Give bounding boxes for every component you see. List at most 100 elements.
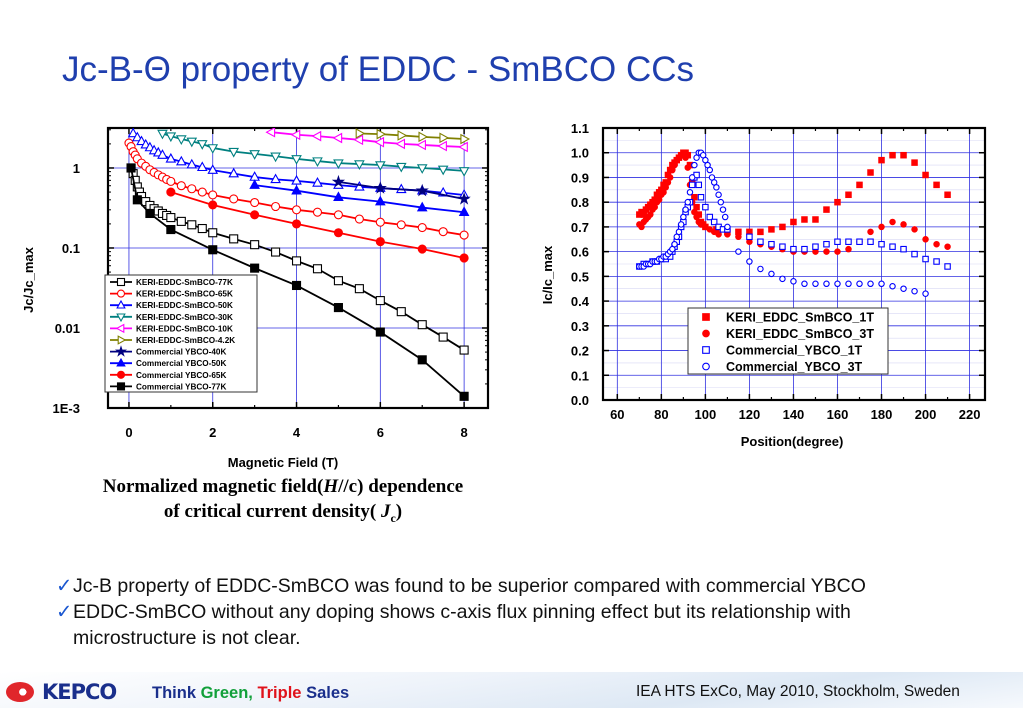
triangle-down-marker: [165, 132, 177, 143]
triangle-up-marker: [116, 299, 126, 309]
y-tick-label: 0.9: [571, 170, 589, 185]
triangle-up-marker: [207, 164, 219, 174]
figure-caption-line2: of critical current density( Jc): [60, 501, 506, 526]
square-marker: [116, 277, 126, 287]
caption-j: J: [380, 501, 391, 522]
legend-label: Commercial YBCO-65K: [136, 371, 226, 380]
circle-marker: [677, 221, 685, 228]
circle-marker: [911, 226, 918, 233]
square-marker: [856, 181, 863, 189]
square-marker: [396, 307, 406, 317]
circle-marker: [801, 280, 808, 288]
x-tick-label: 60: [610, 407, 624, 422]
checkmark-icon: ✓: [56, 601, 73, 623]
triangle-up-marker: [270, 173, 281, 184]
y-tick-label: 1: [73, 161, 80, 176]
square-marker: [801, 245, 808, 253]
triangle-up-marker: [165, 152, 177, 163]
triangle-down-marker: [312, 157, 323, 168]
circle-marker: [889, 283, 896, 290]
square-marker: [922, 255, 929, 263]
square-marker: [354, 284, 364, 294]
triangle-up-marker: [458, 206, 470, 216]
kepco-logo-text: KEPCO: [42, 680, 117, 704]
circle-marker: [116, 370, 126, 379]
square-marker: [944, 191, 951, 199]
square-marker: [697, 193, 705, 201]
circle-marker: [702, 362, 710, 371]
triangle-up-marker: [291, 184, 302, 195]
triangle-up-marker: [131, 131, 143, 142]
circle-marker: [333, 210, 343, 220]
square-marker: [116, 382, 126, 391]
square-marker: [757, 238, 764, 245]
circle-marker: [823, 280, 830, 288]
x-tick-label: 8: [461, 425, 468, 440]
series-keri-eddc-smbco-4-2k: [355, 128, 471, 145]
square-marker: [375, 296, 385, 306]
circle-marker: [724, 223, 731, 231]
star-marker: [114, 345, 128, 357]
ic-angle-chart: 60 80 100 120 140 160 180 200 220 0.0 0.1 0.2 0.3 0.4…: [540, 121, 987, 449]
circle-marker: [867, 280, 874, 288]
square-marker: [922, 171, 929, 179]
triangle-right-marker: [117, 335, 127, 345]
square-marker: [438, 332, 448, 342]
circle-marker: [666, 174, 674, 181]
x-tick-label: 180: [871, 407, 893, 422]
circle-marker: [889, 218, 896, 226]
circle-marker: [417, 244, 427, 254]
bullet-item: ✓ EDDC-SmBCO without any doping shows c-a…: [56, 599, 956, 651]
circle-marker: [684, 164, 692, 171]
square-marker: [867, 169, 874, 176]
y-tick-label: 0.5: [571, 269, 589, 284]
circle-marker: [417, 223, 427, 233]
star-marker: [415, 183, 429, 197]
circle-marker: [271, 201, 281, 212]
legend-item: KERI-EDDC-SmBCO-50K: [110, 299, 233, 310]
y-tick-label: 1.1: [571, 121, 589, 136]
square-marker: [812, 243, 819, 250]
x-tick-label: 2: [209, 425, 216, 440]
slogan-triple: Triple: [252, 684, 302, 702]
triangle-down-marker: [228, 147, 240, 158]
square-marker: [911, 250, 918, 258]
y-tick-label: 1E-3: [53, 401, 80, 416]
circle-marker: [834, 280, 841, 288]
triangle-right-marker: [397, 130, 408, 141]
square-marker: [459, 345, 469, 355]
legend-label: KERI_EDDC_SmBCO_3T: [726, 327, 874, 341]
legend-label: Commercial YBCO-40K: [136, 348, 226, 357]
square-marker: [746, 233, 753, 241]
legend-item: Commercial YBCO-40K: [110, 345, 226, 357]
triangle-up-marker: [228, 167, 240, 178]
circle-marker: [834, 248, 841, 255]
x-axis-label: Magnetic Field (T): [228, 455, 339, 470]
circle-marker: [706, 166, 714, 174]
triangle-left-marker: [265, 128, 276, 138]
square-marker: [790, 245, 797, 253]
series-commercial-ybco-3t: [636, 149, 929, 297]
triangle-left-marker: [353, 134, 364, 146]
circle-marker: [735, 248, 742, 255]
triangle-left-marker: [458, 141, 468, 153]
series-keri-eddc-smbco-77k: [126, 163, 469, 355]
square-marker: [757, 228, 764, 236]
slogan-think: Think: [152, 684, 201, 702]
legend-label: Commercial_YBCO_1T: [726, 344, 863, 358]
square-marker: [768, 240, 775, 248]
square-marker: [900, 245, 907, 253]
x-tick-label: 6: [377, 425, 384, 440]
triangle-right-marker: [439, 132, 450, 144]
triangle-down-marker: [437, 165, 449, 176]
square-marker: [291, 280, 302, 291]
circle-marker: [333, 228, 343, 238]
triangle-left-marker: [416, 139, 426, 151]
series-group: [636, 149, 951, 297]
square-marker: [845, 191, 852, 199]
square-marker: [702, 313, 710, 321]
x-tick-label: 220: [959, 407, 981, 422]
triangle-down-marker: [175, 135, 187, 145]
plot-frame: [106, 126, 490, 410]
